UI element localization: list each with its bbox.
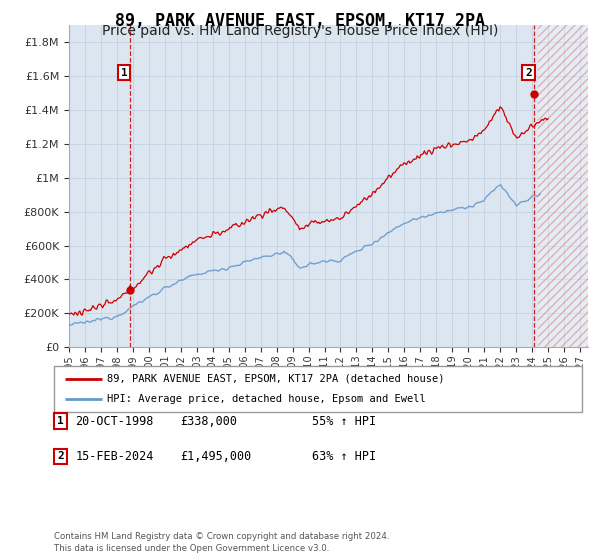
Text: 2: 2 bbox=[57, 451, 64, 461]
Text: £338,000: £338,000 bbox=[180, 414, 237, 428]
Text: 55% ↑ HPI: 55% ↑ HPI bbox=[312, 414, 376, 428]
Text: Price paid vs. HM Land Registry's House Price Index (HPI): Price paid vs. HM Land Registry's House … bbox=[102, 24, 498, 38]
Text: 1: 1 bbox=[57, 416, 64, 426]
Text: HPI: Average price, detached house, Epsom and Ewell: HPI: Average price, detached house, Epso… bbox=[107, 394, 425, 404]
Text: 63% ↑ HPI: 63% ↑ HPI bbox=[312, 450, 376, 463]
Text: 15-FEB-2024: 15-FEB-2024 bbox=[76, 450, 154, 463]
Text: 20-OCT-1998: 20-OCT-1998 bbox=[76, 414, 154, 428]
Text: 1: 1 bbox=[121, 68, 127, 78]
Text: Contains HM Land Registry data © Crown copyright and database right 2024.
This d: Contains HM Land Registry data © Crown c… bbox=[54, 533, 389, 553]
Text: 89, PARK AVENUE EAST, EPSOM, KT17 2PA: 89, PARK AVENUE EAST, EPSOM, KT17 2PA bbox=[115, 12, 485, 30]
Text: 89, PARK AVENUE EAST, EPSOM, KT17 2PA (detached house): 89, PARK AVENUE EAST, EPSOM, KT17 2PA (d… bbox=[107, 374, 444, 384]
Text: 2: 2 bbox=[525, 68, 532, 78]
Text: £1,495,000: £1,495,000 bbox=[180, 450, 251, 463]
Bar bbox=[538, 25, 588, 347]
Bar bbox=[538, 25, 588, 347]
